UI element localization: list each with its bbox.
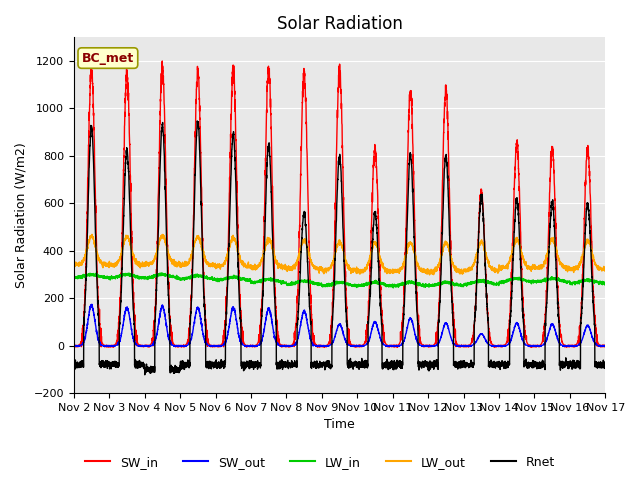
LW_out bbox=[489, 267, 497, 273]
Y-axis label: Solar Radiation (W/m2): Solar Radiation (W/m2) bbox=[15, 143, 28, 288]
LW_in bbox=[70, 275, 77, 281]
LW_out bbox=[70, 263, 77, 269]
LW_in bbox=[389, 285, 397, 291]
SW_out bbox=[166, 337, 173, 343]
SW_in bbox=[320, 343, 328, 349]
LW_out bbox=[166, 253, 173, 259]
SW_out bbox=[313, 344, 321, 349]
Rnet bbox=[166, 312, 173, 318]
LW_in bbox=[602, 280, 609, 286]
Line: SW_out: SW_out bbox=[74, 304, 605, 347]
SW_in bbox=[159, 58, 166, 64]
Rnet bbox=[459, 362, 467, 368]
LW_in bbox=[157, 270, 165, 276]
SW_out bbox=[320, 343, 328, 348]
SW_in bbox=[166, 305, 173, 311]
LW_out bbox=[602, 267, 609, 273]
LW_in bbox=[320, 282, 328, 288]
LW_in bbox=[489, 282, 497, 288]
SW_out bbox=[602, 343, 609, 349]
SW_in bbox=[459, 344, 467, 349]
Rnet bbox=[601, 359, 609, 365]
LW_out bbox=[429, 269, 437, 275]
SW_in bbox=[489, 342, 497, 348]
Line: Rnet: Rnet bbox=[74, 121, 605, 375]
Rnet bbox=[429, 360, 437, 365]
SW_in bbox=[602, 344, 609, 349]
SW_out bbox=[489, 343, 497, 349]
SW_in bbox=[601, 344, 609, 349]
LW_in bbox=[429, 282, 437, 288]
Legend: SW_in, SW_out, LW_in, LW_out, Rnet: SW_in, SW_out, LW_in, LW_out, Rnet bbox=[80, 451, 560, 474]
X-axis label: Time: Time bbox=[324, 419, 355, 432]
SW_out bbox=[459, 343, 467, 348]
LW_out bbox=[426, 272, 433, 278]
LW_in bbox=[459, 282, 467, 288]
SW_in bbox=[429, 343, 437, 348]
Line: SW_in: SW_in bbox=[74, 61, 605, 347]
Rnet bbox=[193, 118, 201, 124]
LW_out bbox=[459, 269, 467, 275]
SW_in bbox=[491, 344, 499, 350]
LW_out bbox=[601, 268, 609, 274]
LW_out bbox=[88, 231, 96, 237]
Title: Solar Radiation: Solar Radiation bbox=[276, 15, 403, 33]
Line: LW_in: LW_in bbox=[74, 273, 605, 288]
SW_in bbox=[70, 344, 77, 349]
Rnet bbox=[602, 364, 609, 370]
Line: LW_out: LW_out bbox=[74, 234, 605, 275]
SW_out bbox=[70, 343, 77, 349]
SW_out bbox=[429, 344, 437, 349]
Rnet bbox=[489, 360, 497, 365]
SW_out bbox=[601, 343, 609, 349]
Rnet bbox=[70, 363, 77, 369]
Text: BC_met: BC_met bbox=[82, 51, 134, 65]
SW_out bbox=[88, 301, 95, 307]
LW_out bbox=[320, 267, 328, 273]
LW_in bbox=[166, 275, 173, 280]
Rnet bbox=[141, 372, 148, 378]
Rnet bbox=[320, 362, 328, 368]
LW_in bbox=[601, 280, 609, 286]
